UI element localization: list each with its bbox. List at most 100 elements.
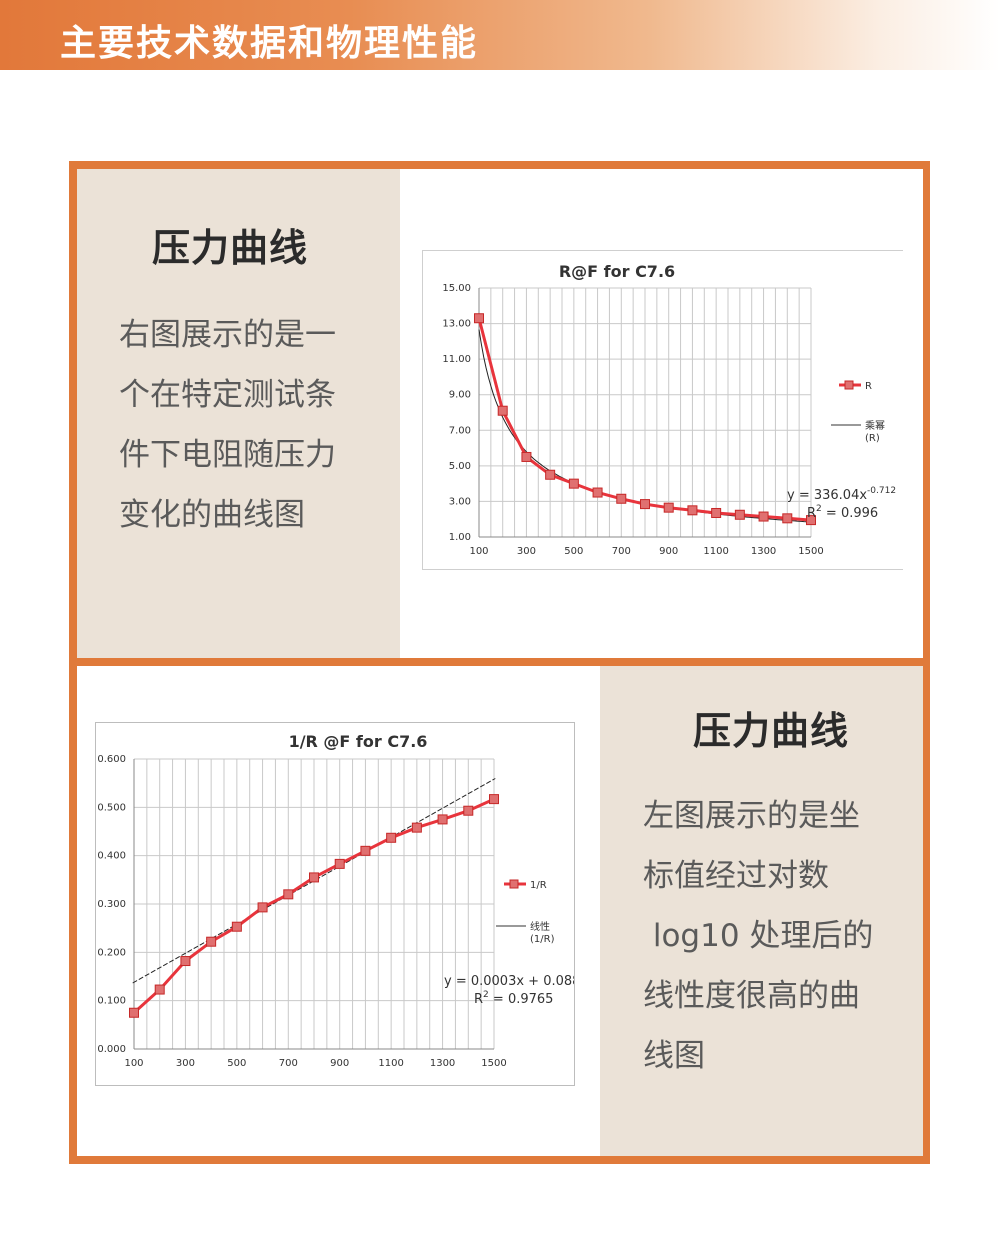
y-tick-label: 3.00 [449, 496, 471, 507]
text-line: 变化的曲线图 [119, 497, 305, 533]
y-tick-label: 0.000 [97, 1044, 126, 1055]
x-tick-label: 1300 [751, 546, 776, 557]
data-point [640, 499, 650, 510]
x-tick-label: 700 [612, 546, 631, 557]
data-point [568, 478, 579, 489]
y-tick-label: 7.00 [449, 425, 471, 436]
trendline-equation: y = 0.0003x + 0.0881 [444, 974, 574, 989]
data-point [411, 822, 422, 833]
data-point [663, 502, 674, 513]
x-tick-label: 1100 [703, 546, 728, 557]
x-tick-label: 300 [517, 546, 536, 557]
chart-title: 1/R @F for C7.6 [289, 732, 428, 751]
chart-title: R@F for C7.6 [559, 262, 675, 281]
data-point [129, 1007, 139, 1018]
data-point [474, 313, 484, 324]
legend-trendline-sub: (R) [865, 433, 880, 444]
data-point [154, 984, 165, 995]
x-tick-label: 1500 [481, 1058, 506, 1069]
text-line: 个在特定测试条 [119, 377, 336, 413]
data-point [497, 405, 508, 416]
x-tick-label: 900 [330, 1058, 349, 1069]
x-tick-label: 100 [469, 546, 488, 557]
data-point [711, 507, 722, 518]
chart-svg: 1/R @F for C7.6 0.000 0.100 0.200 0.300 0.400… [97, 732, 574, 1069]
header-banner: 主要技术数据和物理性能 [0, 0, 1000, 70]
y-tick-label: 15.00 [442, 283, 471, 294]
x-tick-label: 900 [659, 546, 678, 557]
data-point [360, 845, 371, 856]
y-tick-label: 1.00 [449, 532, 471, 543]
text-line: 件下电阻随压力 [119, 437, 336, 473]
top-panel-title: 压力曲线 [152, 226, 309, 270]
x-tick-label: 300 [176, 1058, 195, 1069]
data-point [687, 505, 698, 516]
trendline-equation: y = 336.04x-0.712 [787, 486, 896, 503]
y-tick-label: 0.500 [97, 802, 126, 813]
data-point [206, 936, 217, 947]
r-squared: R2 = 0.996 [807, 504, 878, 521]
data-point [463, 805, 474, 816]
r-squared: R2 = 0.9765 [474, 990, 553, 1007]
y-tick-label: 0.200 [97, 947, 126, 958]
bottom-panel-title: 压力曲线 [693, 709, 850, 753]
legend-series-label: R [865, 381, 872, 392]
x-tick-label: 500 [564, 546, 583, 557]
x-tick-label: 1500 [798, 546, 823, 557]
text-line: 左图展示的是坐 [643, 798, 860, 834]
r-squared-exponent: 2 [816, 504, 822, 514]
x-tick-label: 100 [124, 1058, 143, 1069]
data-point [592, 487, 603, 498]
text-line: log10 处理后的 [643, 918, 874, 954]
x-tick-label: 500 [227, 1058, 246, 1069]
top-description-panel: 压力曲线 右图展示的是一 个在特定测试条 件下电阻随压力 变化的曲线图 [77, 169, 400, 658]
data-point [309, 872, 319, 883]
y-tick-label: 0.300 [97, 899, 126, 910]
bottom-chart-panel: 1/R @F for C7.6 0.000 0.100 0.200 0.300 0.400… [77, 666, 600, 1156]
y-tick-label: 0.400 [97, 851, 126, 862]
data-point [257, 902, 268, 913]
resistance-force-chart: R@F for C7.6 1.00 3.00 5.00 7.00 9.00 11.00 13.… [422, 250, 903, 570]
page-title: 主要技术数据和物理性能 [60, 23, 479, 64]
data-point [180, 956, 191, 967]
text-line: 右图展示的是一 [119, 317, 336, 353]
top-panel-text: 右图展示的是一 个在特定测试条 件下电阻随压力 变化的曲线图 [119, 305, 336, 545]
y-tick-label: 5.00 [449, 461, 471, 472]
bottom-panel-text: 左图展示的是坐 标值经过对数 log10 处理后的 线性度很高的曲 线图 [643, 786, 873, 1086]
data-point [489, 794, 499, 805]
data-point [334, 858, 345, 869]
legend-series-marker [844, 380, 854, 390]
legend-trendline-label: 线性 [530, 920, 550, 933]
y-tick-label: 11.00 [442, 354, 471, 365]
data-point [806, 515, 816, 526]
data-point [437, 814, 448, 825]
chart-svg: R@F for C7.6 1.00 3.00 5.00 7.00 9.00 11.00 13.… [442, 262, 896, 557]
trendline [132, 778, 496, 984]
text-line: 标值经过对数 [643, 858, 829, 894]
bottom-description-panel: 压力曲线 左图展示的是坐 标值经过对数 log10 处理后的 线性度很高的曲 线… [600, 666, 923, 1156]
legend-series-marker [509, 879, 519, 889]
data-point [231, 921, 242, 932]
y-tick-label: 0.600 [97, 754, 126, 765]
content-frame: 压力曲线 右图展示的是一 个在特定测试条 件下电阻随压力 变化的曲线图 R@F … [69, 161, 930, 1164]
conductance-force-chart: 1/R @F for C7.6 0.000 0.100 0.200 0.300 0.400… [95, 722, 575, 1086]
text-line: 线性度很高的曲 [643, 978, 860, 1014]
y-tick-label: 9.00 [449, 390, 471, 401]
data-point [521, 451, 532, 462]
y-tick-label: 13.00 [442, 319, 471, 330]
data-point [283, 889, 294, 900]
legend-trendline-label: 乘幂 [865, 420, 885, 432]
top-chart-panel: R@F for C7.6 1.00 3.00 5.00 7.00 9.00 11.00 13.… [400, 169, 923, 658]
legend-trendline-sub: (1/R) [530, 934, 555, 945]
r-squared-exponent: 2 [483, 990, 489, 1000]
legend-series-label: 1/R [530, 880, 547, 891]
text-line: 线图 [643, 1038, 705, 1074]
x-tick-label: 700 [279, 1058, 298, 1069]
r-squared-value: = 0.996 [822, 506, 878, 521]
data-point [545, 469, 556, 480]
x-tick-label: 1300 [430, 1058, 455, 1069]
y-tick-label: 0.100 [97, 996, 126, 1007]
data-point [734, 509, 745, 520]
equation-exponent: -0.712 [867, 486, 896, 496]
data-point [758, 511, 769, 522]
